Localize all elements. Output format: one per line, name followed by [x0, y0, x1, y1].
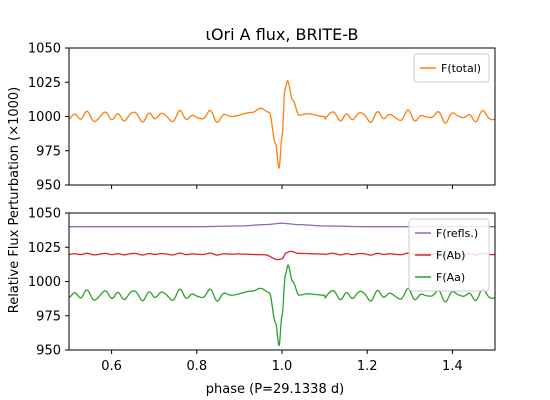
- bottom-y-tick-label: 1025: [28, 241, 61, 256]
- top-series-line-f-total: [68, 79, 496, 169]
- bottom-legend-label-f-ab: F(Ab): [436, 249, 465, 262]
- bottom-panel: 950 975 1000 1025 1050 0.6 0.8 1.0 1.2 1.4 F(ref…: [28, 207, 496, 374]
- top-plot-lines: [68, 79, 496, 169]
- bottom-x-tick-label: 0.8: [186, 359, 207, 374]
- top-legend: F(total): [413, 53, 490, 83]
- bottom-legend-box: [408, 218, 490, 292]
- top-y-tick-label: 1050: [28, 42, 61, 57]
- bottom-y-tick-label: 975: [36, 309, 61, 324]
- top-y-tick-label: 1025: [28, 76, 61, 91]
- bottom-y-tick-label: 1050: [28, 207, 61, 222]
- top-y-tick-label: 975: [36, 144, 61, 159]
- bottom-legend-label-f-aa: F(Aa): [436, 271, 465, 284]
- bottom-x-tick-label: 1.0: [272, 359, 293, 374]
- top-legend-box: [413, 53, 490, 83]
- bottom-legend-label-f-refls: F(refls.): [436, 227, 478, 240]
- bottom-y-ticks: 950 975 1000 1025 1050: [28, 207, 69, 359]
- bottom-x-tick-label: 1.2: [357, 359, 378, 374]
- bottom-y-tick-label: 950: [36, 344, 61, 359]
- top-chart-title: ιOri A flux, BRITE-B: [206, 25, 359, 44]
- y-axis-label: Relative Flux Perturbation (×1000): [7, 87, 22, 313]
- top-legend-label-f-total: F(total): [441, 62, 481, 75]
- x-axis-label: phase (P=29.1338 d): [206, 382, 344, 397]
- bottom-y-tick-label: 1000: [28, 275, 61, 290]
- bottom-legend: F(refls.) F(Ab) F(Aa): [408, 218, 490, 292]
- bottom-x-tick-label: 0.6: [101, 359, 122, 374]
- top-y-tick-label: 1000: [28, 110, 61, 125]
- bottom-x-tick-label: 1.4: [442, 359, 463, 374]
- top-y-ticks: 950 975 1000 1025 1050: [28, 42, 69, 194]
- top-y-tick-label: 950: [36, 179, 61, 194]
- bottom-series-line-f-aa: [68, 263, 496, 347]
- bottom-x-ticks: 0.6 0.8 1.0 1.2 1.4: [101, 350, 463, 374]
- top-x-ticks: [111, 185, 453, 189]
- top-panel: 950 975 1000 1025 1050 F(total): [28, 42, 496, 194]
